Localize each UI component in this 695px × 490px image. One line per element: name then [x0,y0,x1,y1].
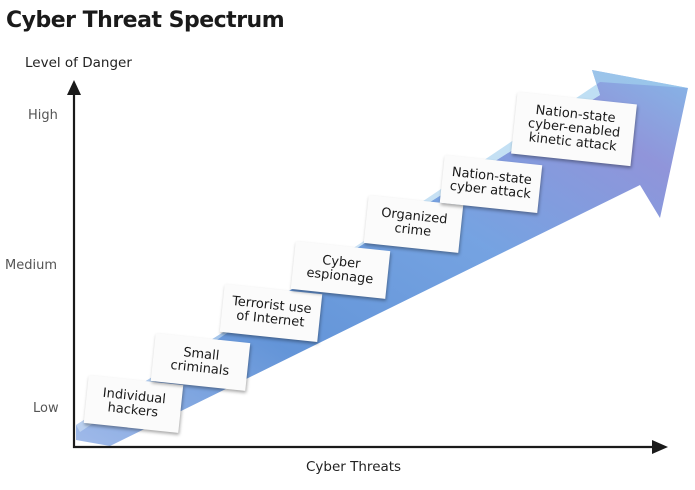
diagram-title: Cyber Threat Spectrum [6,8,285,33]
y-tick-high: High [28,108,58,123]
threat-card-nation-state-kinetic-attack: Nation-state cyber-enabled kinetic attac… [511,91,637,167]
threat-card-organized-crime: Organized crime [363,195,464,253]
y-axis-arrowhead-icon [67,80,81,95]
y-axis-label: Level of Danger [25,55,132,71]
threat-card-terrorist-use-of-internet: Terrorist use of Internet [219,284,323,342]
axes [67,80,668,454]
threat-card-nation-state-cyber-attack: Nation-state cyber attack [439,155,543,213]
x-axis-arrowhead-icon [652,440,668,454]
threat-card-small-criminals: Small criminals [150,333,251,391]
x-axis-label: Cyber Threats [306,459,402,475]
threat-card-cyber-espionage: Cyber espionage [290,241,391,299]
threat-card-individual-hackers: Individual hackers [83,375,184,433]
y-tick-medium: Medium [5,258,57,273]
y-tick-low: Low [33,401,59,416]
